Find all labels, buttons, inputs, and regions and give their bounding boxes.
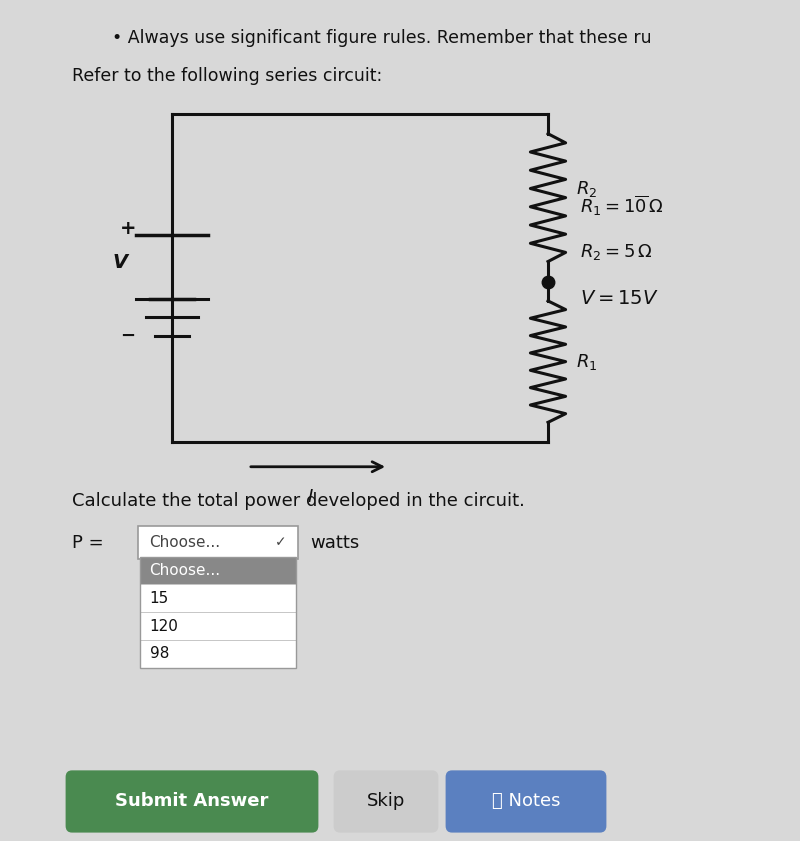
Text: • Always use significant figure rules. Remember that these ru: • Always use significant figure rules. R… xyxy=(112,29,652,47)
Text: $R_2 = 5\,\Omega$: $R_2 = 5\,\Omega$ xyxy=(580,242,653,262)
FancyBboxPatch shape xyxy=(140,557,296,584)
FancyBboxPatch shape xyxy=(140,640,296,668)
Text: $R_1 = 1\overline{0}\,\Omega$: $R_1 = 1\overline{0}\,\Omega$ xyxy=(580,193,664,219)
Text: $R_2$: $R_2$ xyxy=(576,179,598,199)
Text: ✓: ✓ xyxy=(274,536,286,549)
Text: $I$: $I$ xyxy=(306,488,314,505)
Text: Skip: Skip xyxy=(367,792,405,811)
Text: Submit Answer: Submit Answer xyxy=(115,792,269,811)
Text: $V = 15V$: $V = 15V$ xyxy=(580,289,658,308)
Text: −: − xyxy=(121,327,135,346)
FancyBboxPatch shape xyxy=(446,770,606,833)
Text: +: + xyxy=(120,220,136,238)
FancyBboxPatch shape xyxy=(140,584,296,612)
FancyBboxPatch shape xyxy=(138,526,298,559)
FancyBboxPatch shape xyxy=(334,770,438,833)
Text: P =: P = xyxy=(72,534,104,552)
Text: Calculate the total power developed in the circuit.: Calculate the total power developed in t… xyxy=(72,492,525,510)
Text: watts: watts xyxy=(310,534,360,552)
Text: Refer to the following series circuit:: Refer to the following series circuit: xyxy=(72,67,382,85)
Text: Choose...: Choose... xyxy=(150,563,221,578)
Text: 120: 120 xyxy=(150,619,178,633)
Text: 98: 98 xyxy=(150,647,169,661)
Text: 15: 15 xyxy=(150,591,169,606)
Text: $R_1$: $R_1$ xyxy=(576,352,598,372)
FancyBboxPatch shape xyxy=(66,770,318,833)
Text: Choose...: Choose... xyxy=(150,535,221,550)
Text: ⧉ Notes: ⧉ Notes xyxy=(492,792,560,811)
Text: V: V xyxy=(113,253,127,272)
FancyBboxPatch shape xyxy=(140,612,296,640)
